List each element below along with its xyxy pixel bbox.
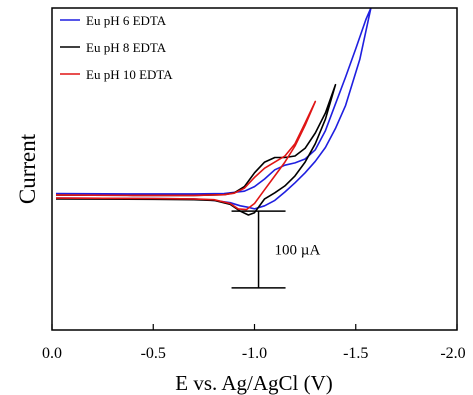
x-tick-label: 0.0: [42, 345, 62, 362]
legend: Eu pH 6 EDTA Eu pH 8 EDTA Eu pH 10 EDTA: [60, 13, 173, 82]
scale-bar: 100 µA: [231, 210, 321, 289]
legend-item-eu-ph6: Eu pH 6 EDTA: [60, 13, 167, 28]
legend-label-eu-ph10: Eu pH 10 EDTA: [86, 67, 173, 82]
x-tick-label: -1.0: [242, 345, 267, 362]
series-line-0: [55, 8, 372, 210]
plot-frame: [51, 7, 458, 331]
series-line-2: [55, 100, 317, 211]
legend-label-eu-ph8: Eu pH 8 EDTA: [86, 40, 167, 55]
x-tick-label: -0.5: [141, 345, 166, 362]
series-layer: [55, 8, 372, 216]
y-axis-label: Current: [15, 133, 40, 204]
series-line-1: [55, 83, 337, 216]
legend-item-eu-ph10: Eu pH 10 EDTA: [60, 67, 173, 82]
x-axis-label: E vs. Ag/AgCl (V): [175, 371, 333, 395]
scale-bar-label: 100 µA: [275, 243, 321, 259]
x-ticks: 0.0 -0.5 -1.0 -1.5 -2.0: [42, 324, 466, 362]
x-tick-label: -1.5: [343, 345, 368, 362]
legend-label-eu-ph6: Eu pH 6 EDTA: [86, 13, 167, 28]
legend-item-eu-ph8: Eu pH 8 EDTA: [60, 40, 167, 55]
x-tick-label: -2.0: [440, 345, 465, 362]
